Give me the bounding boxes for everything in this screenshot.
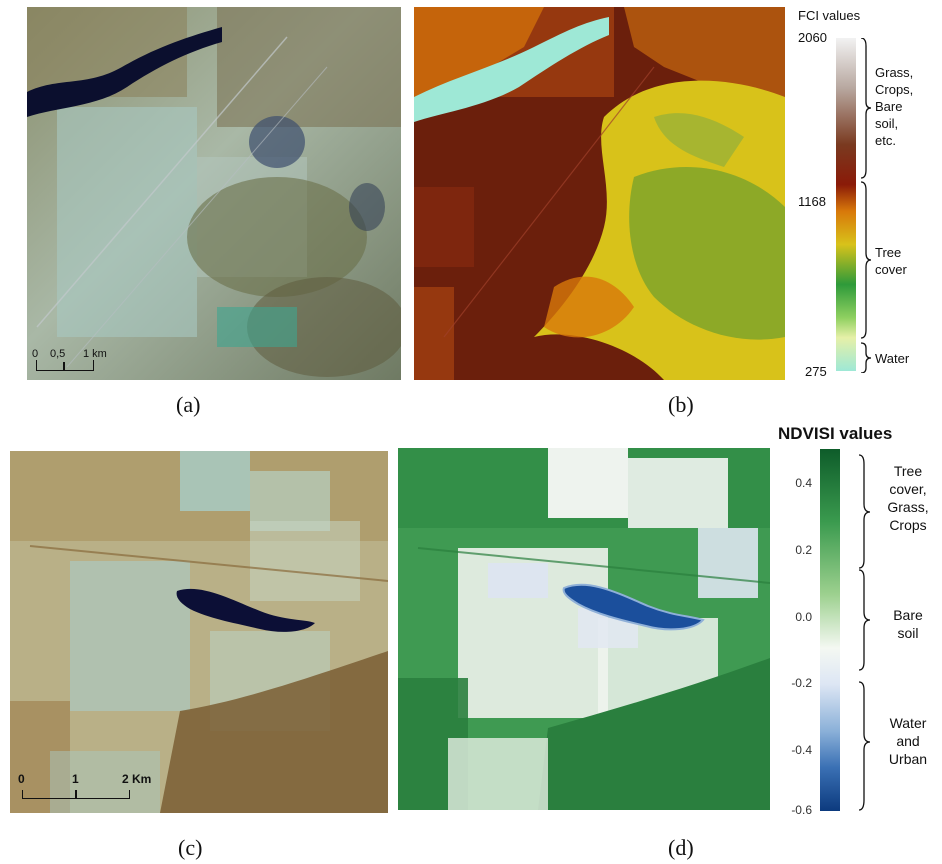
- ndvisi-tick-6: -0.6: [791, 803, 812, 817]
- fci-class-water: Water: [875, 351, 910, 366]
- fci-map-b: [414, 7, 785, 380]
- scale-bar-c-mid: [75, 790, 77, 798]
- fci-class-tree: Tree cover: [875, 245, 907, 277]
- satellite-image-a: [27, 7, 401, 380]
- ndvisi-class-water: Water and Urban: [888, 715, 928, 767]
- ndvisi-colorbar: [820, 449, 840, 811]
- caption-a: (a): [176, 392, 201, 417]
- caption-d: (d): [668, 835, 694, 860]
- ndvisi-legend-title: NDVISI values: [778, 424, 893, 443]
- ndvisi-tick-2: 0.2: [795, 543, 812, 557]
- fci-tick-top: 2060: [798, 30, 827, 45]
- scale-bar-c: [22, 790, 130, 799]
- scale-bar-a: [36, 360, 94, 371]
- fci-tick-mid: 1168: [798, 194, 826, 209]
- scale-bar-a-mid: [63, 362, 65, 370]
- ndvisi-tick-3: 0.0: [795, 610, 812, 624]
- caption-c: (c): [178, 835, 203, 860]
- fci-legend-title: FCI values: [798, 8, 861, 23]
- ndvisi-tick-1: 0.4: [795, 476, 812, 490]
- ndvisi-map-d: [398, 448, 770, 810]
- fci-colorbar: [836, 38, 856, 371]
- scale-label-c-2: 2 Km: [122, 772, 152, 786]
- fci-class-grass: Grass, Crops, Bare soil, etc.: [875, 65, 914, 148]
- scale-label-c-1: 1: [72, 772, 79, 786]
- caption-b: (b): [668, 392, 694, 417]
- ndvisi-tick-5: -0.4: [791, 743, 812, 757]
- scale-label-a-0: 0: [32, 348, 39, 360]
- scale-label-a-2: 1 km: [83, 348, 107, 360]
- ndvisi-class-tree: Tree cover, Grass, Crops: [887, 463, 929, 533]
- scale-label-c-0: 0: [18, 772, 25, 786]
- fci-braces: [860, 38, 872, 373]
- fci-tick-bottom: 275: [805, 364, 827, 379]
- satellite-image-c: [10, 451, 388, 813]
- ndvisi-class-bare: Bare soil: [893, 607, 923, 641]
- ndvisi-tick-4: -0.2: [791, 676, 812, 690]
- scale-label-a-1: 0,5: [50, 348, 66, 360]
- ndvisi-braces: [858, 454, 871, 811]
